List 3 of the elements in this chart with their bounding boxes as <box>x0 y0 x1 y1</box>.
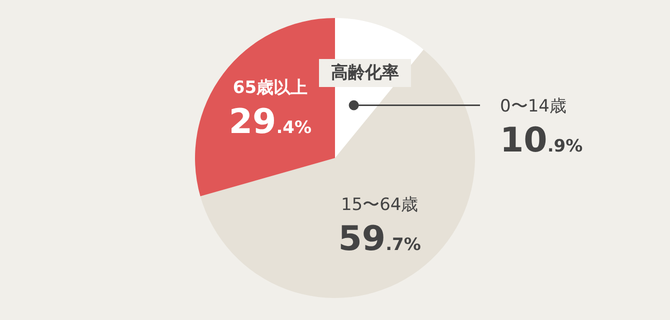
slice-label: 0〜14歳 <box>500 96 566 116</box>
data-label: 10.9% <box>500 120 583 160</box>
title: 高齢化率 <box>319 59 411 87</box>
